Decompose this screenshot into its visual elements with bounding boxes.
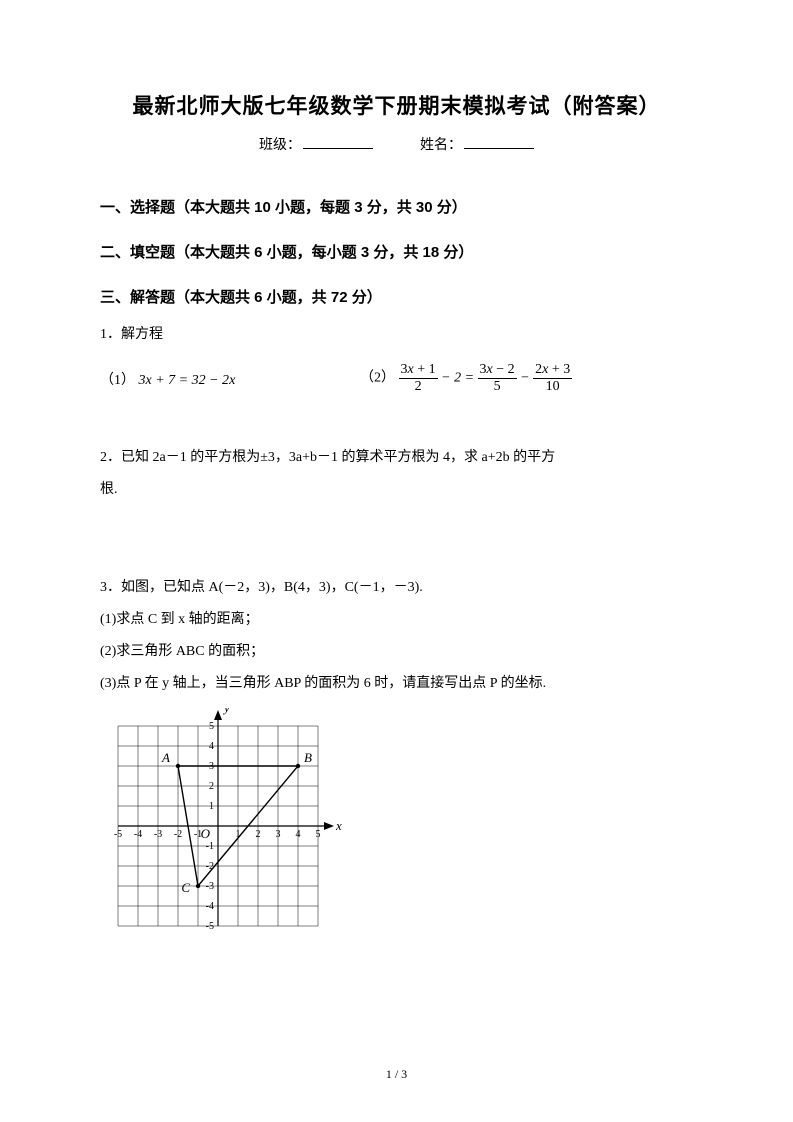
graph-svg: -5-4-3-2-112345-5-4-3-2-112345OxyABC bbox=[100, 708, 348, 940]
q1-equations: （1） 3x + 7 = 32 − 2x （2） 3x + 1 2 − 2 = … bbox=[100, 363, 693, 394]
q3-stem: 3．如图，已知点 A(－2，3)，B(4，3)，C(－1，－3). bbox=[100, 574, 693, 602]
class-label: 班级： bbox=[259, 138, 301, 153]
svg-text:-4: -4 bbox=[134, 829, 142, 840]
q1-part2-label: （2） bbox=[360, 371, 395, 386]
q1-stem: 1．解方程 bbox=[100, 321, 693, 349]
svg-text:-3: -3 bbox=[154, 829, 162, 840]
q2-line2: 根. bbox=[100, 476, 693, 504]
doc-title: 最新北师大版七年级数学下册期末模拟考试（附答案） bbox=[100, 90, 693, 120]
q1-part1-eq: 3x + 7 = 32 − 2x bbox=[139, 373, 236, 388]
q3-p2: (2)求三角形 ABC 的面积； bbox=[100, 638, 693, 666]
section-1-header: 一、选择题（本大题共 10 小题，每题 3 分，共 30 分） bbox=[100, 194, 693, 221]
svg-text:2: 2 bbox=[209, 781, 214, 792]
q1-frac3-den: 10 bbox=[533, 379, 572, 394]
q1-frac2: 3x − 2 5 bbox=[478, 363, 517, 394]
svg-text:-2: -2 bbox=[206, 861, 214, 872]
q1-mid2: − bbox=[520, 371, 533, 386]
name-label: 姓名： bbox=[420, 138, 462, 153]
svg-text:x: x bbox=[335, 818, 342, 833]
q1-part2: （2） 3x + 1 2 − 2 = 3x − 2 5 − 2x + 3 10 bbox=[360, 363, 572, 394]
page: 最新北师大版七年级数学下册期末模拟考试（附答案） 班级： 姓名： 一、选择题（本… bbox=[0, 0, 793, 1122]
q1-frac1-den: 2 bbox=[399, 379, 438, 394]
q1-frac3-num: 2x + 3 bbox=[535, 362, 570, 377]
svg-text:1: 1 bbox=[209, 801, 214, 812]
svg-text:B: B bbox=[304, 750, 312, 765]
svg-text:A: A bbox=[161, 750, 170, 765]
svg-text:4: 4 bbox=[296, 829, 301, 840]
svg-text:C: C bbox=[181, 880, 190, 895]
q1-part1-label: （1） bbox=[100, 373, 135, 388]
svg-text:-5: -5 bbox=[114, 829, 122, 840]
q1-frac1-num: 3x + 1 bbox=[401, 362, 436, 377]
svg-text:2: 2 bbox=[256, 829, 261, 840]
q1-frac1: 3x + 1 2 bbox=[399, 363, 438, 394]
page-footer: 1 / 3 bbox=[0, 1067, 793, 1082]
section-3-header: 三、解答题（本大题共 6 小题，共 72 分） bbox=[100, 284, 693, 311]
q1-frac2-num: 3x − 2 bbox=[480, 362, 515, 377]
svg-text:5: 5 bbox=[316, 829, 321, 840]
svg-text:y: y bbox=[222, 708, 230, 715]
q1-frac2-den: 5 bbox=[478, 379, 517, 394]
class-blank[interactable] bbox=[303, 135, 373, 149]
svg-text:-4: -4 bbox=[206, 901, 214, 912]
q1-frac3: 2x + 3 10 bbox=[533, 363, 572, 394]
svg-text:4: 4 bbox=[209, 741, 214, 752]
svg-text:-1: -1 bbox=[206, 841, 214, 852]
name-blank[interactable] bbox=[464, 135, 534, 149]
svg-text:-5: -5 bbox=[206, 921, 214, 932]
q1-mid1: − 2 = bbox=[441, 371, 477, 386]
q3-p3: (3)点 P 在 y 轴上，当三角形 ABP 的面积为 6 时，请直接写出点 P… bbox=[100, 670, 693, 698]
q2-line1: 2．已知 2a－1 的平方根为±3，3a+b－1 的算术平方根为 4，求 a+2… bbox=[100, 444, 693, 472]
q1-part1: （1） 3x + 7 = 32 − 2x bbox=[100, 369, 360, 389]
info-line: 班级： 姓名： bbox=[100, 134, 693, 154]
svg-text:5: 5 bbox=[209, 721, 214, 732]
svg-text:O: O bbox=[201, 826, 211, 841]
coordinate-graph: -5-4-3-2-112345-5-4-3-2-112345OxyABC bbox=[100, 708, 693, 940]
svg-text:-2: -2 bbox=[174, 829, 182, 840]
svg-text:-3: -3 bbox=[206, 881, 214, 892]
section-2-header: 二、填空题（本大题共 6 小题，每小题 3 分，共 18 分） bbox=[100, 239, 693, 266]
svg-text:3: 3 bbox=[276, 829, 281, 840]
q3-p1: (1)求点 C 到 x 轴的距离； bbox=[100, 606, 693, 634]
